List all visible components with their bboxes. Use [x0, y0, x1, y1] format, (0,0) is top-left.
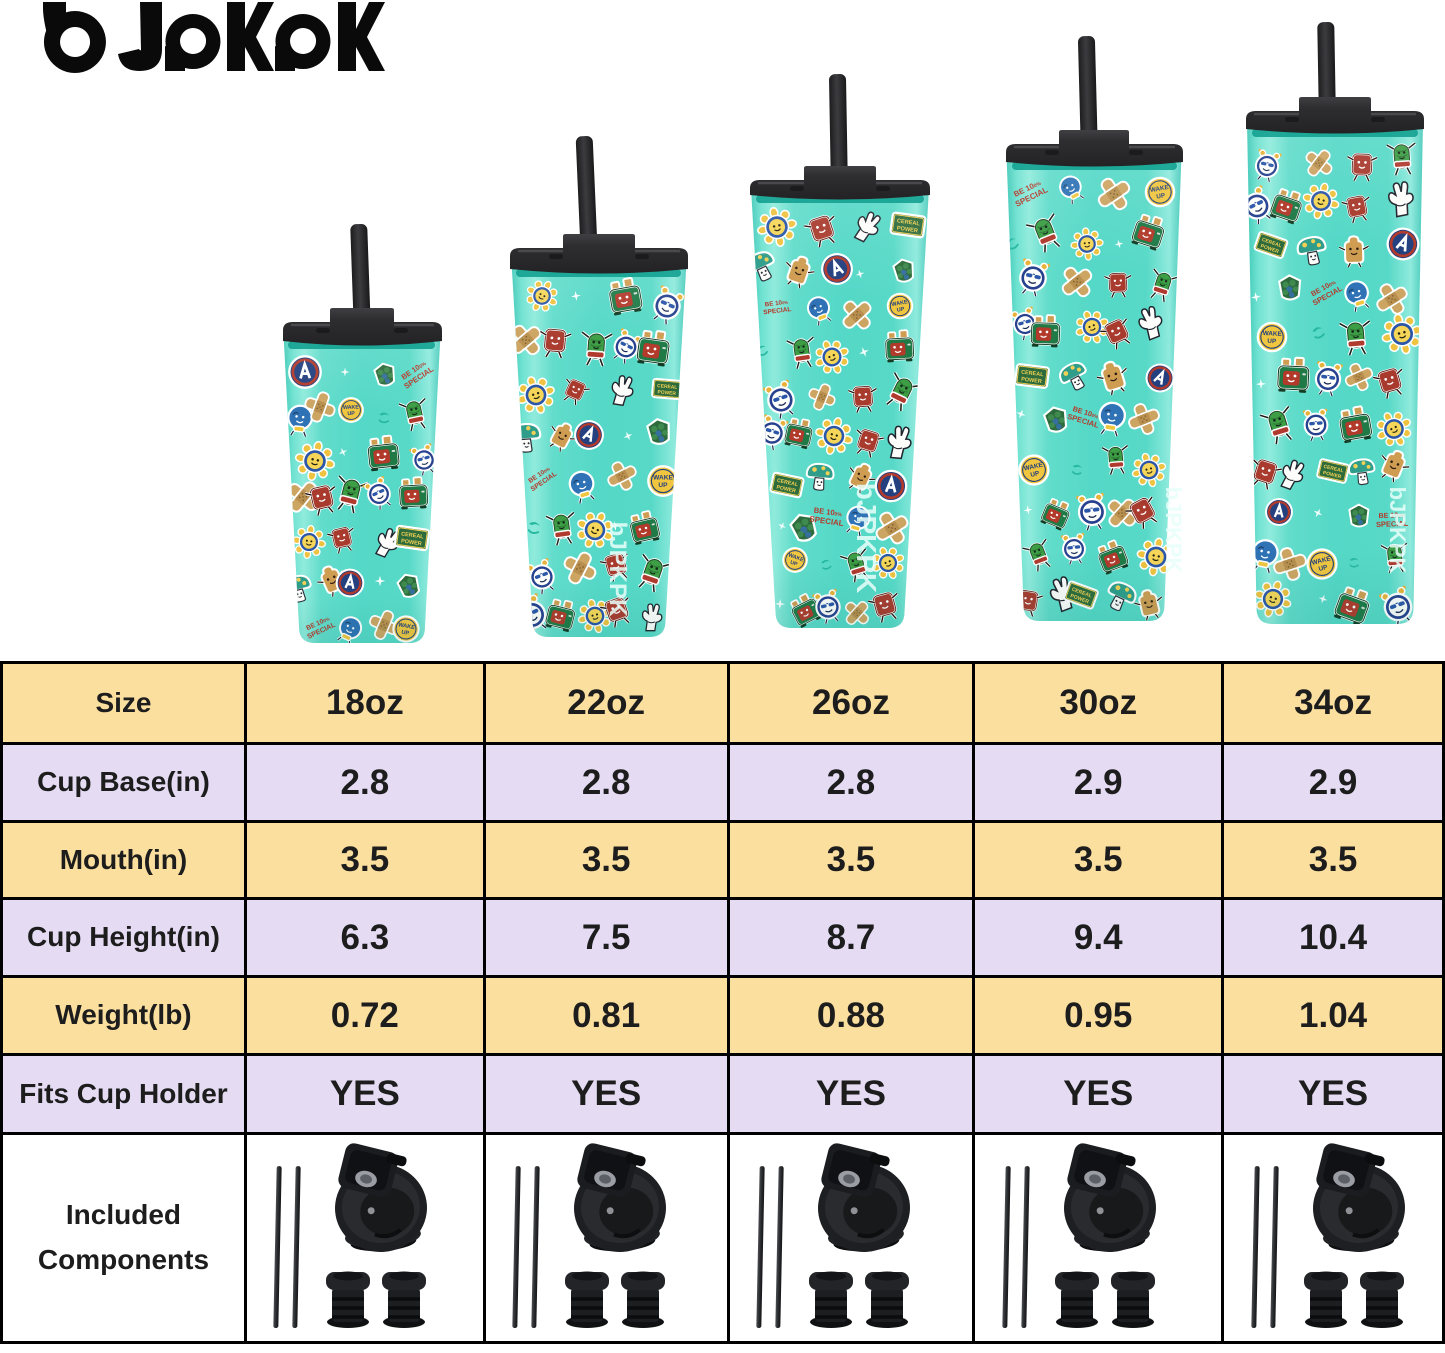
- svg-text:bJPKPK: bJPKPK: [1161, 487, 1186, 574]
- svg-text:bJPKPK: bJPKPK: [604, 522, 631, 617]
- svg-text:bJPKPK: bJPKPK: [1385, 487, 1410, 574]
- svg-text:bJPKPK: bJPKPK: [851, 483, 882, 593]
